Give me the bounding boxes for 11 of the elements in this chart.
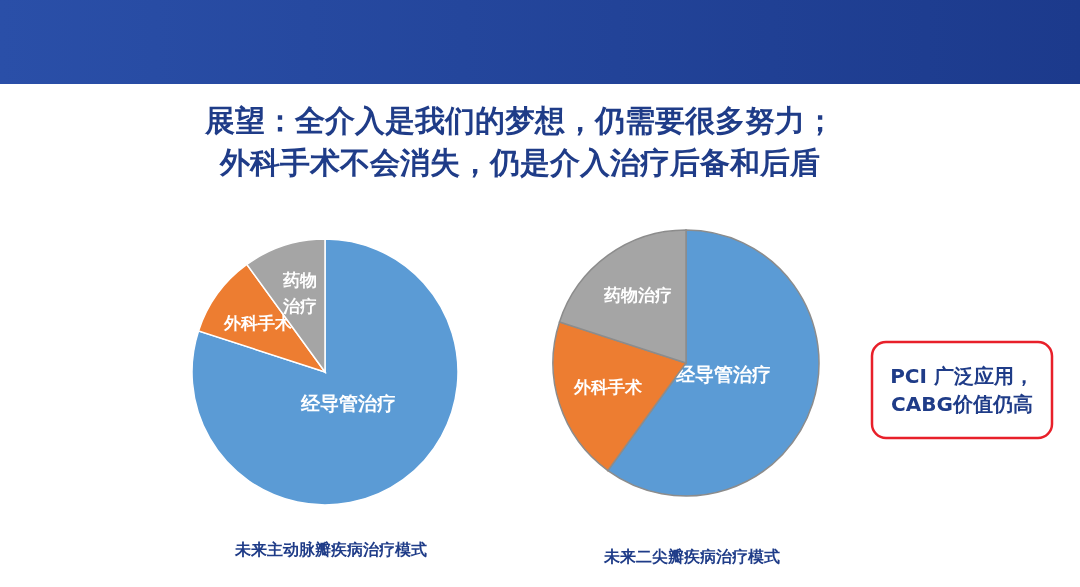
text: 展望：全介入是我们的梦想，仍需要很多努力；: [204, 102, 835, 138]
slice-label: 经导管治疗: [299, 391, 396, 414]
slice-label: 外科手术: [572, 377, 642, 398]
slice-label: 药物治疗: [281, 269, 317, 316]
text: 外科手术不会消失，仍是介入治疗后备和后盾: [219, 144, 820, 180]
text: 未来主动脉瓣疾病治疗模式: [234, 539, 427, 559]
text: 未来二尖瓣疾病治疗模式: [603, 546, 780, 566]
text: PCI 广泛应用，: [890, 363, 1034, 388]
pie-slice: [191, 238, 459, 506]
slice-label: 药物治疗: [602, 285, 672, 306]
text: CABG价值仍高: [891, 391, 1033, 416]
